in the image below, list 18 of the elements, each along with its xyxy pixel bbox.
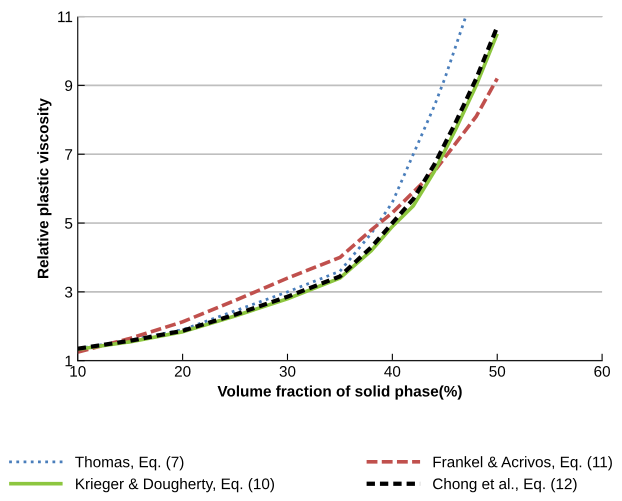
x-tick-label: 40 <box>384 366 400 377</box>
y-tick-label: 7 <box>65 149 72 160</box>
y-axis-title: Relative plastic viscosity <box>37 98 52 278</box>
y-tick-label: 5 <box>65 218 72 229</box>
legend-label: Thomas, Eq. (7) <box>75 456 184 470</box>
x-tick-label: 10 <box>70 366 86 377</box>
legend-label: Krieger & Dougherty, Eq. (10) <box>76 478 274 492</box>
y-tick-label: 1 <box>66 356 72 366</box>
y-tick-label: 9 <box>65 80 72 92</box>
x-tick-label: 20 <box>174 366 191 377</box>
x-tick-label: 50 <box>489 366 506 377</box>
legend-label: Frankel & Acrivos, Eq. (11) <box>434 456 612 470</box>
y-tick-label: 3 <box>64 286 72 298</box>
legend-label: Chong et al., Eq. (12) <box>433 478 577 492</box>
x-axis-title: Volume fraction of solid phase(%) <box>218 385 462 400</box>
x-tick-label: 30 <box>280 366 296 377</box>
y-tick-label: 11 <box>58 12 72 22</box>
x-tick-label: 60 <box>594 366 610 377</box>
